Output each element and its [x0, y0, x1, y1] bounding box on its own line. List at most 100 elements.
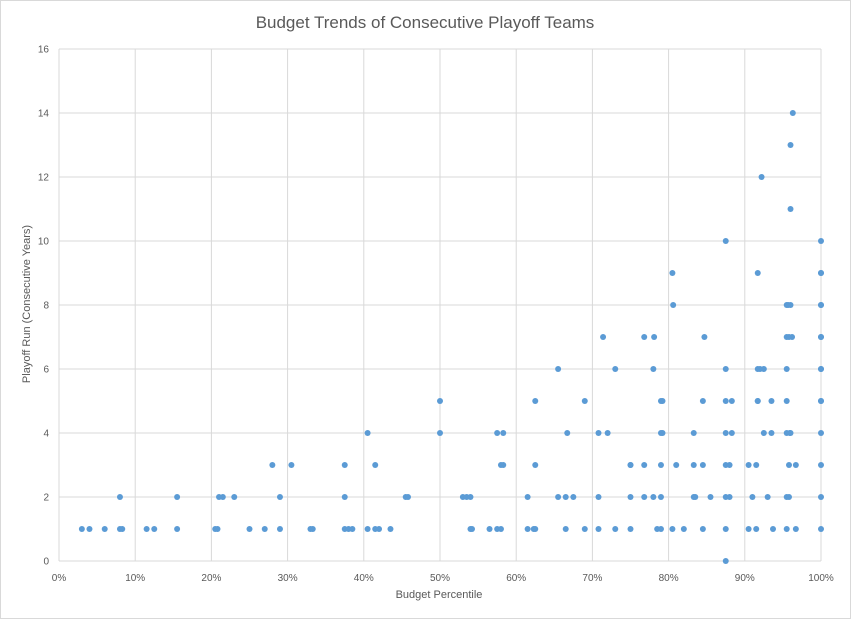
- data-point: [387, 526, 394, 532]
- data-point: [783, 398, 790, 404]
- data-point: [787, 142, 794, 148]
- x-axis-ticks: 0% 10% 20% 30% 40% 50% 60% 70% 80% 90% 100%: [52, 573, 834, 584]
- data-point: [789, 110, 796, 116]
- data-point: [600, 334, 607, 340]
- x-tick-label: 10%: [125, 573, 145, 584]
- data-point: [699, 398, 706, 404]
- data-point: [745, 462, 752, 468]
- x-tick-label: 60%: [506, 573, 526, 584]
- data-point: [818, 334, 824, 340]
- data-point: [364, 430, 371, 436]
- y-tick-label: 2: [43, 493, 49, 504]
- data-point: [785, 462, 792, 468]
- data-point: [650, 366, 657, 372]
- data-point: [269, 462, 276, 468]
- data-point: [581, 398, 588, 404]
- data-point: [101, 526, 108, 532]
- data-point: [818, 302, 824, 308]
- data-point: [726, 494, 733, 500]
- data-point: [309, 526, 316, 532]
- data-point: [760, 366, 767, 372]
- x-axis-title: Budget Percentile: [396, 589, 483, 601]
- data-point: [818, 462, 824, 468]
- y-tick-label: 4: [43, 429, 49, 440]
- data-point: [659, 398, 666, 404]
- data-point: [627, 494, 634, 500]
- data-point: [174, 526, 181, 532]
- x-tick-label: 40%: [354, 573, 374, 584]
- data-point: [783, 366, 790, 372]
- y-axis-ticks: 0 2 4 6 8 10 12 14 16: [38, 45, 50, 568]
- data-point: [722, 558, 729, 564]
- data-point: [564, 430, 571, 436]
- data-point: [728, 430, 735, 436]
- data-point: [116, 494, 123, 500]
- y-tick-label: 8: [43, 301, 49, 312]
- data-point: [497, 526, 504, 532]
- data-point: [690, 462, 697, 468]
- data-point: [349, 526, 356, 532]
- data-point: [246, 526, 253, 532]
- data-point: [341, 462, 348, 468]
- data-point: [818, 494, 824, 500]
- data-point: [818, 398, 824, 404]
- data-point: [143, 526, 150, 532]
- data-point: [641, 494, 648, 500]
- data-point: [659, 430, 666, 436]
- data-point: [219, 494, 226, 500]
- data-point: [792, 526, 799, 532]
- data-point: [532, 398, 539, 404]
- data-point: [467, 494, 474, 500]
- data-point: [437, 398, 443, 404]
- data-point: [818, 270, 824, 276]
- data-point: [494, 430, 501, 436]
- data-point: [722, 238, 729, 244]
- data-point: [86, 526, 93, 532]
- data-point: [818, 366, 824, 372]
- y-tick-label: 14: [38, 109, 50, 120]
- data-point: [669, 270, 676, 276]
- grid-lines: [58, 48, 822, 562]
- data-point: [787, 430, 794, 436]
- data-point: [532, 526, 539, 532]
- data-point: [769, 526, 776, 532]
- data-point: [469, 526, 476, 532]
- x-tick-label: 90%: [735, 573, 755, 584]
- data-point: [758, 174, 765, 180]
- data-point: [707, 494, 714, 500]
- data-point: [722, 526, 729, 532]
- data-points: [78, 110, 824, 564]
- data-point: [787, 302, 794, 308]
- data-point: [670, 302, 677, 308]
- data-point: [657, 462, 664, 468]
- data-point: [627, 462, 634, 468]
- data-point: [612, 366, 619, 372]
- data-point: [753, 526, 760, 532]
- data-point: [437, 430, 443, 436]
- chart-title: Budget Trends of Consecutive Playoff Tea…: [256, 13, 595, 32]
- data-point: [276, 526, 283, 532]
- data-point: [749, 494, 756, 500]
- data-point: [669, 526, 676, 532]
- y-tick-label: 16: [38, 45, 50, 56]
- x-tick-label: 50%: [430, 573, 450, 584]
- data-point: [231, 494, 238, 500]
- data-point: [768, 398, 775, 404]
- data-point: [722, 366, 729, 372]
- data-point: [701, 334, 708, 340]
- data-point: [562, 494, 569, 500]
- data-point: [692, 494, 699, 500]
- data-point: [680, 526, 687, 532]
- data-point: [570, 494, 577, 500]
- data-point: [288, 462, 295, 468]
- data-point: [562, 526, 569, 532]
- y-axis-title: Playoff Run (Consecutive Years): [21, 225, 33, 383]
- data-point: [595, 526, 602, 532]
- x-tick-label: 100%: [808, 573, 834, 584]
- data-point: [728, 398, 735, 404]
- data-point: [604, 430, 611, 436]
- data-point: [657, 494, 664, 500]
- data-point: [261, 526, 268, 532]
- data-point: [760, 430, 767, 436]
